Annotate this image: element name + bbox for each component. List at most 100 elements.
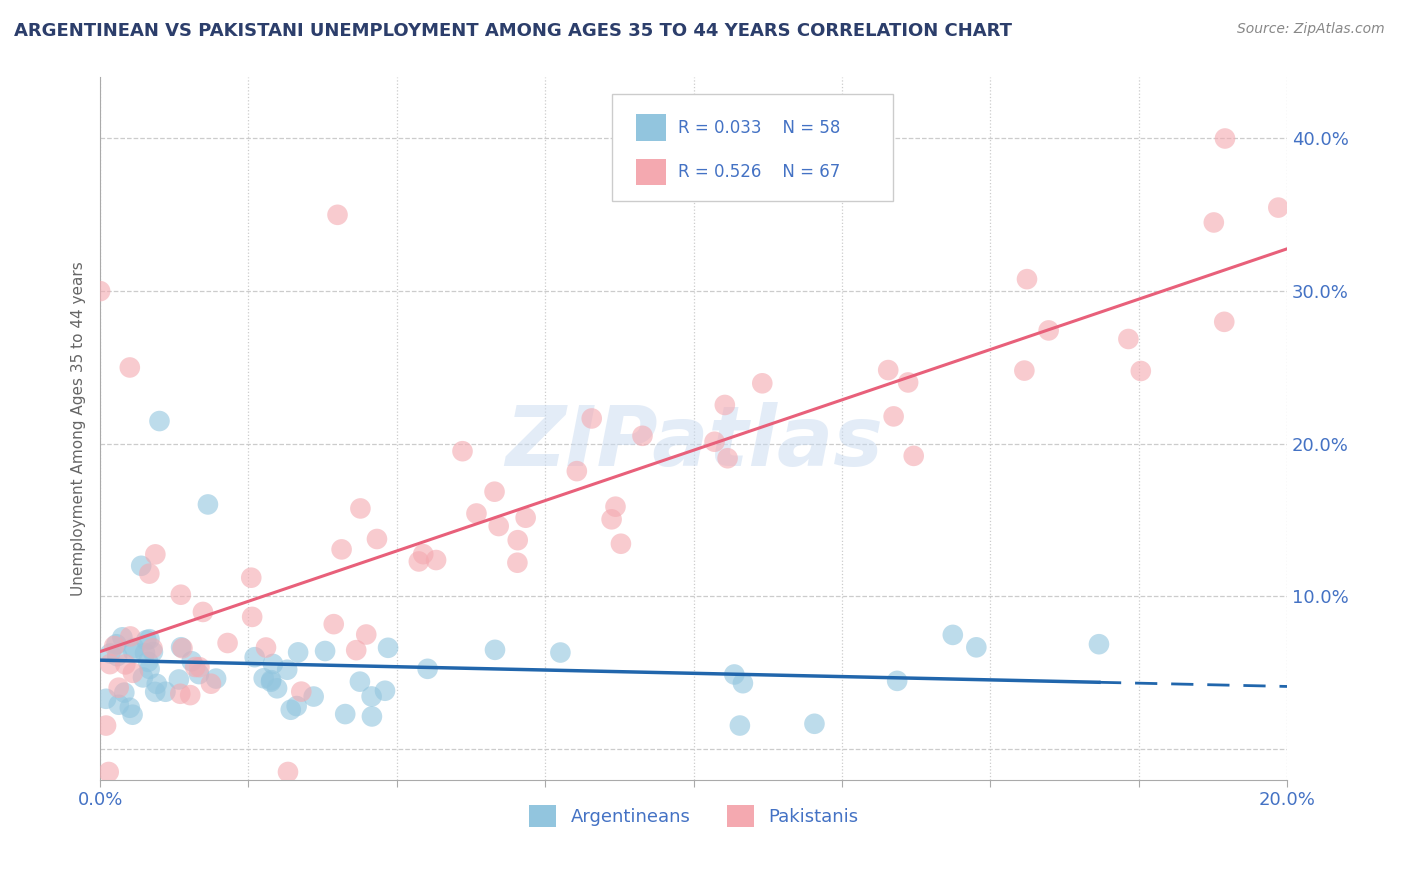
Argentineans (155, 684, 177, 698)
Argentineans (112, 685, 135, 699)
Text: Source: ZipAtlas.com: Source: ZipAtlas.com (1237, 22, 1385, 37)
Argentineans (243, 650, 266, 665)
Argentineans (136, 655, 159, 669)
Pakistanis (97, 764, 120, 779)
Pakistanis (412, 547, 434, 561)
Pakistanis (349, 501, 371, 516)
Pakistanis (451, 444, 474, 458)
Argentineans (302, 690, 325, 704)
Pakistanis (172, 641, 194, 656)
Pakistanis (506, 556, 529, 570)
Argentineans (731, 676, 754, 690)
Argentineans (550, 646, 572, 660)
Pakistanis (1118, 332, 1140, 346)
Pakistanis (631, 429, 654, 443)
Pakistanis (1015, 272, 1038, 286)
Pakistanis (465, 507, 488, 521)
Pakistanis (714, 398, 737, 412)
Pakistanis (118, 360, 141, 375)
Pakistanis (217, 636, 239, 650)
Text: R = 0.526    N = 67: R = 0.526 N = 67 (678, 163, 839, 181)
Pakistanis (1267, 201, 1289, 215)
Pakistanis (883, 409, 905, 424)
Pakistanis (179, 688, 201, 702)
Text: R = 0.033    N = 58: R = 0.033 N = 58 (678, 119, 839, 136)
Argentineans (167, 673, 190, 687)
Pakistanis (716, 451, 738, 466)
Pakistanis (610, 537, 633, 551)
Argentineans (121, 707, 143, 722)
Argentineans (138, 632, 160, 647)
Pakistanis (565, 464, 588, 478)
Pakistanis (94, 718, 117, 732)
Argentineans (124, 640, 146, 655)
Pakistanis (605, 500, 627, 514)
Argentineans (135, 633, 157, 648)
Pakistanis (330, 542, 353, 557)
Argentineans (98, 647, 121, 661)
Pakistanis (138, 566, 160, 581)
Text: ARGENTINEAN VS PAKISTANI UNEMPLOYMENT AMONG AGES 35 TO 44 YEARS CORRELATION CHAR: ARGENTINEAN VS PAKISTANI UNEMPLOYMENT AM… (14, 22, 1012, 40)
Pakistanis (1014, 363, 1036, 377)
Argentineans (484, 643, 506, 657)
Pakistanis (143, 547, 166, 561)
Pakistanis (141, 641, 163, 656)
Pakistanis (170, 588, 193, 602)
Pakistanis (107, 681, 129, 695)
Argentineans (205, 672, 228, 686)
Pakistanis (322, 617, 344, 632)
Argentineans (122, 644, 145, 658)
Pakistanis (169, 687, 191, 701)
Pakistanis (326, 208, 349, 222)
Pakistanis (89, 284, 111, 298)
Pakistanis (1202, 215, 1225, 229)
Pakistanis (1213, 315, 1236, 329)
Pakistanis (184, 660, 207, 674)
Pakistanis (98, 657, 121, 672)
Argentineans (262, 657, 284, 671)
Pakistanis (506, 533, 529, 548)
Argentineans (148, 414, 170, 428)
Pakistanis (515, 510, 537, 524)
Pakistanis (277, 764, 299, 779)
Argentineans (377, 640, 399, 655)
Argentineans (111, 630, 134, 644)
Pakistanis (1213, 131, 1236, 145)
Argentineans (107, 698, 129, 712)
Argentineans (314, 644, 336, 658)
Pakistanis (751, 376, 773, 391)
Argentineans (965, 640, 987, 655)
Pakistanis (581, 411, 603, 425)
Argentineans (723, 667, 745, 681)
Pakistanis (484, 484, 506, 499)
Argentineans (105, 649, 128, 664)
Pakistanis (188, 660, 211, 674)
Pakistanis (240, 610, 263, 624)
Pakistanis (1038, 323, 1060, 337)
Pakistanis (114, 657, 136, 672)
Pakistanis (103, 639, 125, 653)
Argentineans (886, 673, 908, 688)
Pakistanis (425, 553, 447, 567)
Pakistanis (408, 554, 430, 568)
Pakistanis (254, 640, 277, 655)
Pakistanis (191, 605, 214, 619)
Pakistanis (290, 684, 312, 698)
Argentineans (143, 685, 166, 699)
Argentineans (942, 628, 965, 642)
Argentineans (253, 671, 276, 685)
Argentineans (129, 558, 152, 573)
Argentineans (728, 718, 751, 732)
Pakistanis (366, 532, 388, 546)
Pakistanis (488, 519, 510, 533)
Legend: Argentineans, Pakistanis: Argentineans, Pakistanis (522, 797, 866, 834)
Argentineans (180, 654, 202, 668)
Pakistanis (877, 363, 900, 377)
Argentineans (197, 498, 219, 512)
Argentineans (134, 646, 156, 660)
Argentineans (260, 674, 283, 689)
Argentineans (803, 716, 825, 731)
Pakistanis (600, 512, 623, 526)
Pakistanis (354, 627, 377, 641)
Y-axis label: Unemployment Among Ages 35 to 44 years: Unemployment Among Ages 35 to 44 years (72, 261, 86, 596)
